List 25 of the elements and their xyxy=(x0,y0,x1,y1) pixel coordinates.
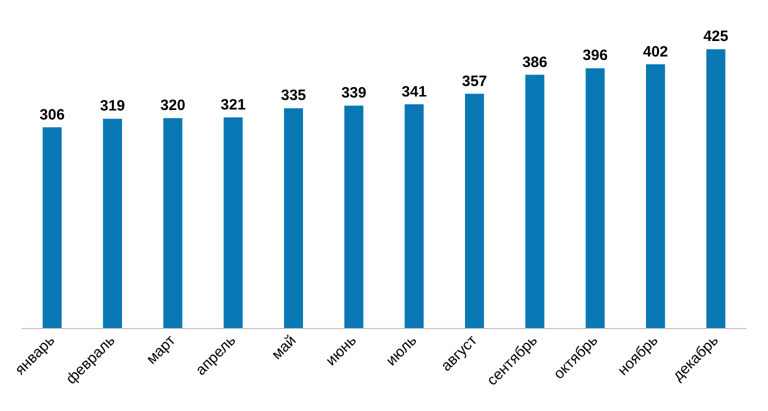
bar xyxy=(344,106,364,328)
data-label: 386 xyxy=(522,54,548,71)
x-tick-label: май xyxy=(268,332,300,364)
bar xyxy=(284,108,303,328)
bar xyxy=(103,118,122,328)
data-label: 341 xyxy=(402,83,427,100)
data-label: 335 xyxy=(280,87,306,104)
bar xyxy=(224,117,243,328)
data-label: 320 xyxy=(160,97,186,114)
data-label: 339 xyxy=(341,84,366,102)
data-label: 319 xyxy=(100,98,126,115)
bar xyxy=(525,74,544,328)
data-label: 306 xyxy=(40,106,65,124)
bar xyxy=(42,127,62,328)
bar xyxy=(163,118,182,328)
bar xyxy=(706,49,726,328)
data-label: 357 xyxy=(462,72,488,90)
bar xyxy=(646,64,665,328)
data-label: 402 xyxy=(642,43,668,60)
data-label: 425 xyxy=(703,28,728,46)
bar xyxy=(404,104,424,328)
data-label: 321 xyxy=(220,96,246,114)
data-label: 396 xyxy=(582,47,608,64)
bar xyxy=(465,94,484,328)
bar xyxy=(586,68,605,328)
